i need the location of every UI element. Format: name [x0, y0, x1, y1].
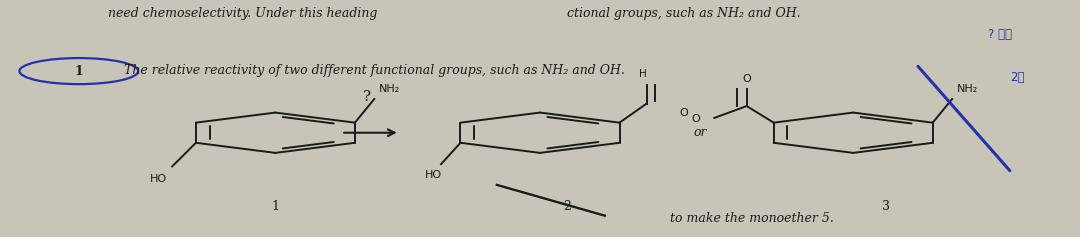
Text: ?: ?: [363, 90, 372, 104]
Text: 2ꞗ: 2ꞗ: [1010, 71, 1024, 84]
Text: 2: 2: [563, 200, 571, 213]
Text: need chemoselectivity. Under this heading: need chemoselectivity. Under this headin…: [108, 7, 377, 20]
Text: NH₂: NH₂: [379, 84, 400, 94]
Text: 1: 1: [75, 65, 83, 77]
Text: O: O: [691, 114, 700, 124]
Text: ctional groups, such as NH₂ and OH.: ctional groups, such as NH₂ and OH.: [567, 7, 800, 20]
Text: The relative reactivity of two different functional groups, such as NH₂ and OH.: The relative reactivity of two different…: [124, 64, 625, 77]
Text: NH₂: NH₂: [957, 84, 977, 94]
Text: 3: 3: [881, 200, 890, 213]
Text: HO: HO: [149, 173, 166, 184]
Text: H: H: [639, 69, 647, 79]
Text: to make the monoether 5.: to make the monoether 5.: [670, 212, 834, 225]
Text: O: O: [742, 73, 751, 84]
Text: HO: HO: [424, 170, 442, 180]
Text: O: O: [679, 108, 688, 118]
Text: or: or: [693, 126, 706, 139]
Text: 1: 1: [271, 200, 280, 213]
Text: ? ꞗꞗ: ? ꞗꞗ: [988, 28, 1012, 41]
